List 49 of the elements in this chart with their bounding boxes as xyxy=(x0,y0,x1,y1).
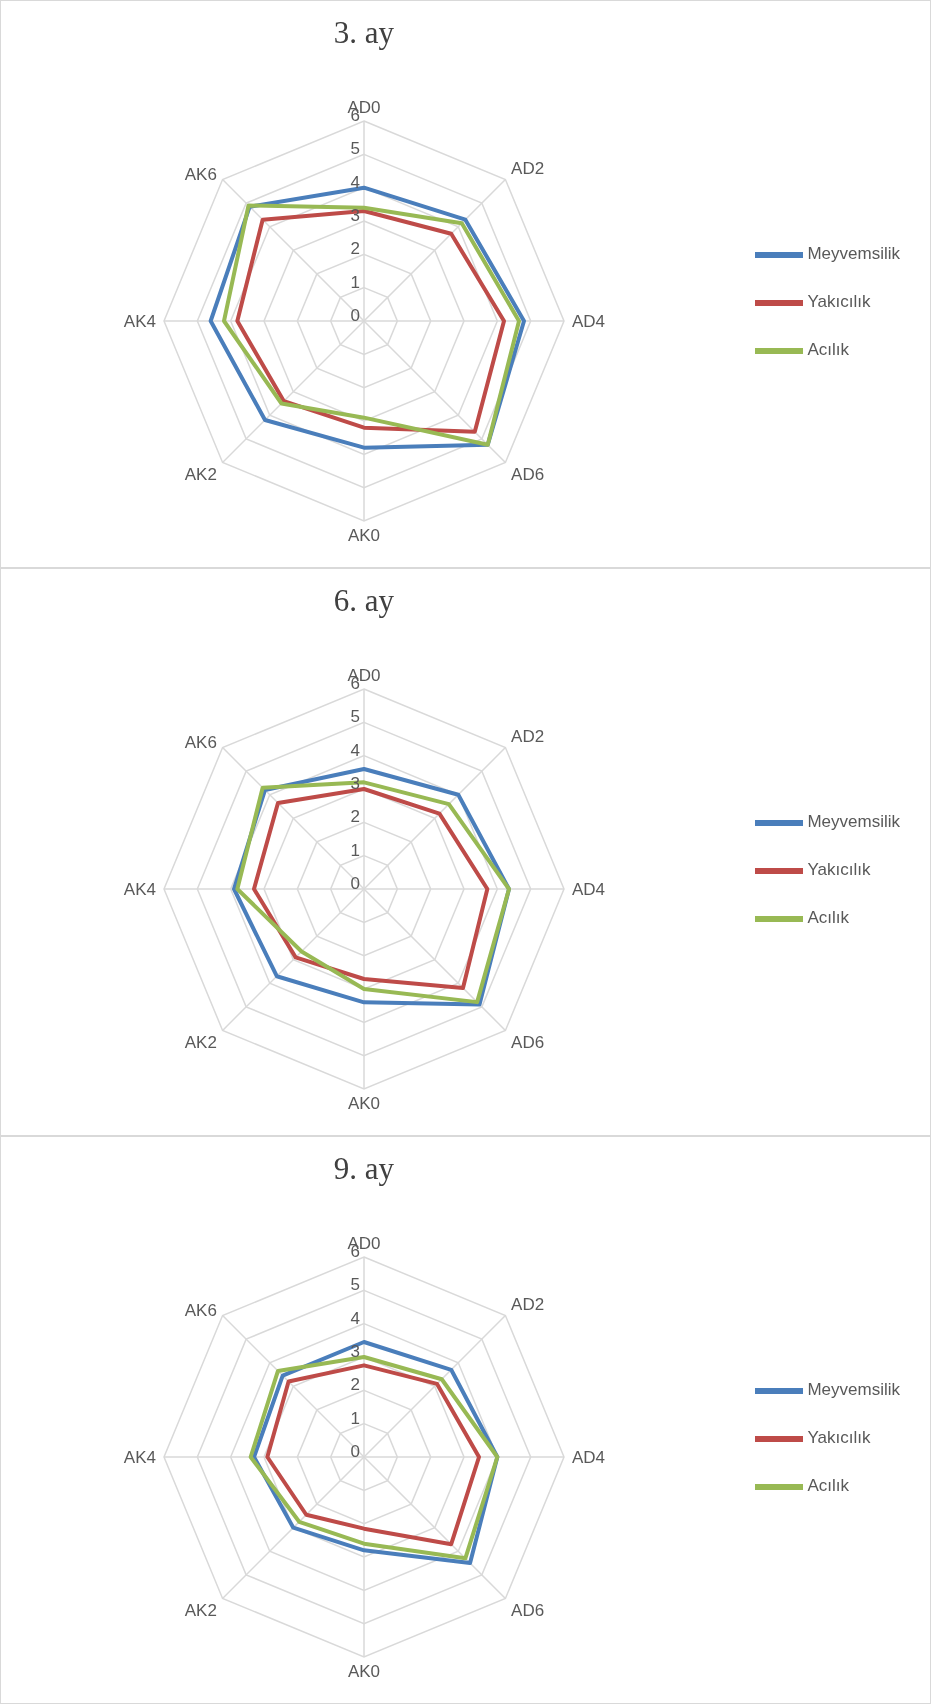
y-tick-label: 5 xyxy=(350,1275,360,1295)
y-tick-label: 4 xyxy=(350,172,360,192)
legend-label: Meyvemsilik xyxy=(807,1379,900,1399)
spoke-label: AK0 xyxy=(347,526,381,546)
legend-label: Yakıcılık xyxy=(807,291,871,311)
spoke-label: AD4 xyxy=(572,880,606,900)
spoke-label: AK4 xyxy=(123,1448,156,1468)
y-tick-label: 2 xyxy=(350,807,360,827)
chart-title: 9. ay xyxy=(332,1151,396,1187)
spoke-label: AD2 xyxy=(511,726,545,746)
spoke-label: AK6 xyxy=(184,164,217,184)
spoke-label: AK0 xyxy=(347,1094,381,1114)
spoke-label: AD2 xyxy=(511,1294,545,1314)
y-tick-label: 5 xyxy=(350,139,360,159)
y-tick-label: 4 xyxy=(350,1308,360,1328)
spoke-label: AD6 xyxy=(511,465,545,485)
y-tick-label: 0 xyxy=(350,874,360,893)
spoke-label: AK4 xyxy=(123,312,156,332)
legend-label: Acılık xyxy=(807,1475,849,1495)
y-tick-label: 1 xyxy=(350,1408,360,1428)
y-tick-label: 1 xyxy=(350,272,360,292)
legend-label: Meyvemsilik xyxy=(807,243,900,263)
y-tick-label: 2 xyxy=(350,239,360,259)
y-tick-label: 2 xyxy=(350,1375,360,1395)
y-tick-label: 3 xyxy=(350,774,360,793)
legend-label: Acılık xyxy=(807,907,849,927)
spoke-label: AD2 xyxy=(511,158,545,178)
spoke-label: AK2 xyxy=(184,1033,217,1053)
spoke-label: AD4 xyxy=(572,1448,606,1468)
spoke-label: AK6 xyxy=(184,1300,217,1320)
spoke-label: AK2 xyxy=(184,1601,217,1621)
spoke-label: AD6 xyxy=(511,1033,545,1053)
y-tick-label: 5 xyxy=(350,707,360,727)
spoke-label: AK6 xyxy=(184,732,217,752)
legend-label: Yakıcılık xyxy=(807,859,871,879)
y-tick-label: 0 xyxy=(350,1442,360,1461)
chart-title: 3. ay xyxy=(332,15,396,51)
spoke-label: AK4 xyxy=(123,880,156,900)
legend-label: Yakıcılık xyxy=(807,1427,871,1447)
legend-label: Acılık xyxy=(807,339,849,359)
y-tick-label: 1 xyxy=(350,840,360,860)
spoke-label: AK0 xyxy=(347,1662,381,1682)
y-tick-label: 4 xyxy=(350,740,360,760)
y-tick-label: 0 xyxy=(350,306,360,325)
legend-label: Meyvemsilik xyxy=(807,811,900,831)
spoke-label: AD4 xyxy=(572,312,606,332)
chart-title: 6. ay xyxy=(332,583,396,619)
spoke-label: AD6 xyxy=(511,1601,545,1621)
spoke-label: AK2 xyxy=(184,465,217,485)
